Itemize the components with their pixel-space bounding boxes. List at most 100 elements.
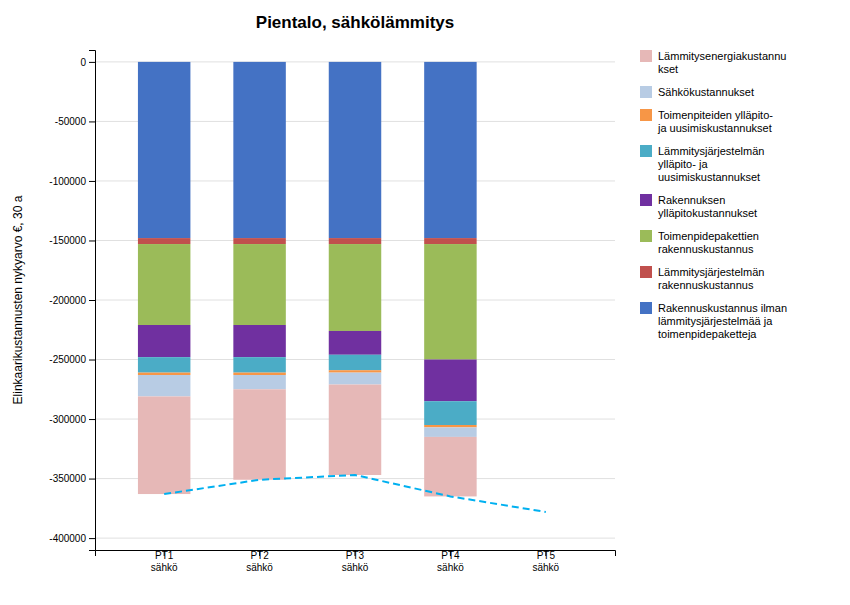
bar <box>329 238 381 244</box>
bar <box>520 61 572 62</box>
grid-line <box>95 538 615 539</box>
legend-label-line: ylläpito- ja <box>658 158 708 170</box>
bar-series <box>138 62 477 238</box>
tick-mark <box>89 479 95 480</box>
tick-label: -300000 <box>49 414 86 425</box>
tick: -350000 <box>49 473 95 484</box>
tick-label-line: sähkö <box>532 562 559 573</box>
tick-mark <box>89 538 95 539</box>
legend-swatch <box>640 86 652 98</box>
bar <box>233 244 285 325</box>
bar <box>424 238 476 244</box>
grid <box>95 62 615 538</box>
plot: 0 -50000 -100000 -150000 -200000 -250000 -3000… <box>49 51 615 573</box>
chart: 0 -50000 -100000 -150000 -200000 -250000 -3000… <box>0 0 850 605</box>
bar <box>138 375 190 396</box>
legend-swatch <box>640 109 652 121</box>
bar <box>138 238 190 244</box>
legend-item: Sähkökustannukset <box>640 86 754 98</box>
tick-label: PT3sähkö <box>342 550 369 573</box>
axis-line <box>89 51 96 551</box>
tick-label: -100000 <box>49 176 86 187</box>
tick-label: -150000 <box>49 235 86 246</box>
legend-label-line: lämmitysjärjestelmää ja <box>658 315 773 327</box>
bar <box>424 401 476 425</box>
tick-label: -50000 <box>55 116 87 127</box>
tick-label: PT4sähkö <box>437 550 464 573</box>
tick-mark <box>89 360 95 361</box>
tick-label-line: sähkö <box>151 562 178 573</box>
legend-label-line: Rakennuskustannus ilman <box>658 302 787 314</box>
axis-title: Elinkaarikustannusten nykyarvo €, 30 a <box>11 195 25 404</box>
bar <box>424 360 476 402</box>
legend-label: Toimenpiteiden ylläpito-ja uusimiskustan… <box>657 109 773 134</box>
bar <box>329 331 381 355</box>
legend-label-line: Lämmitysjärjestelmän <box>658 266 764 278</box>
bar <box>138 325 190 357</box>
tick: -200000 <box>49 295 95 306</box>
tick-label: -400000 <box>49 533 86 544</box>
tick-label-line: sähkö <box>437 562 464 573</box>
tick-label-line: PT1 <box>155 550 174 561</box>
bar <box>520 61 572 62</box>
bar <box>424 437 476 497</box>
tick: -50000 <box>55 116 95 127</box>
legend-label: Sähkökustannukset <box>658 86 754 98</box>
tick: -250000 <box>49 354 95 365</box>
legend-item: Rakennuksenylläpitokustannukset <box>640 194 757 219</box>
tick: PT2sähkö <box>246 550 273 573</box>
tick-label-line: PT2 <box>250 550 269 561</box>
tick: -300000 <box>49 414 95 425</box>
bar <box>520 61 572 62</box>
legend-label-line: rakennuskustannus <box>658 243 754 255</box>
bar <box>520 61 572 62</box>
legend-label-line: Rakennuksen <box>658 194 725 206</box>
tick-mark <box>89 419 95 420</box>
bar <box>138 396 190 494</box>
tick: PT3sähkö <box>342 550 369 573</box>
line <box>164 475 546 512</box>
bar <box>329 355 381 370</box>
legend-item: Toimenpidepakettienrakennuskustannus <box>640 230 759 255</box>
bar <box>138 62 190 238</box>
bar <box>233 375 285 389</box>
tick-mark <box>89 62 95 63</box>
tick: PT4sähkö <box>437 550 464 573</box>
tick-label: -350000 <box>49 473 86 484</box>
tick: 0 <box>80 57 95 68</box>
tick: -150000 <box>49 235 95 246</box>
y-axis: 0 -50000 -100000 -150000 -200000 -250000 -3000… <box>49 51 95 551</box>
legend-item: Lämmitysenergiakustannukset <box>640 50 786 75</box>
tick: PT5sähkö <box>532 550 559 573</box>
legend-label-line: Sähkökustannukset <box>658 86 754 98</box>
legend-label: Lämmitysjärjestelmänrakennuskustannus <box>658 266 764 291</box>
tick-label: 0 <box>80 57 86 68</box>
tick-label: -200000 <box>49 295 86 306</box>
tick-label: PT1sähkö <box>151 550 178 573</box>
bar <box>520 61 572 62</box>
bar <box>520 61 572 62</box>
legend-item: Toimenpiteiden ylläpito-ja uusimiskustan… <box>640 109 773 134</box>
bar <box>329 62 381 238</box>
bar <box>329 385 381 475</box>
tick-mark <box>89 300 95 301</box>
tick-label: -250000 <box>49 354 86 365</box>
legend-swatch <box>640 302 652 314</box>
legend-item: Lämmitysjärjestelmänylläpito- jauusimisk… <box>640 145 764 183</box>
bar <box>329 244 381 331</box>
tick-mark <box>89 121 95 122</box>
legend-swatch <box>640 266 652 278</box>
tick-label-line: PT5 <box>537 550 556 561</box>
tick-mark <box>89 240 95 241</box>
legend-label-line: uusimiskustannukset <box>658 171 760 183</box>
bar <box>233 373 285 375</box>
legend-label-line: Lämmitysenergiakustannu <box>658 50 786 62</box>
legend-swatch <box>640 50 652 62</box>
bar <box>233 62 285 238</box>
bar <box>424 244 476 359</box>
legend-label: Lämmitysjärjestelmänylläpito- jauusimisk… <box>658 145 764 183</box>
tick-label-line: PT3 <box>346 550 365 561</box>
bar <box>138 244 190 325</box>
tick: PT1sähkö <box>151 550 178 573</box>
bar <box>233 325 285 357</box>
